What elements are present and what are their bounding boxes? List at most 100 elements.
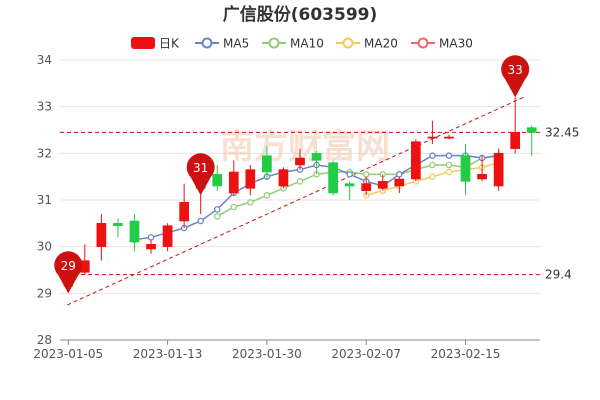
x-tick-label: 2023-01-13 — [133, 347, 203, 361]
candle-body — [245, 169, 256, 189]
candle-body — [129, 220, 140, 243]
ma5-point — [396, 171, 403, 178]
ma10-point — [213, 213, 221, 220]
candlesticks — [63, 97, 537, 291]
ma5-point — [429, 152, 436, 159]
candle — [228, 160, 239, 196]
ma10-point — [263, 192, 271, 199]
y-tick-label: 32 — [37, 146, 52, 160]
candle-body — [510, 132, 521, 149]
ma10-point — [429, 161, 436, 169]
candle — [477, 155, 487, 182]
marker-pin-label: 31 — [193, 161, 208, 175]
y-tick-label: 28 — [37, 333, 52, 347]
candle-body — [460, 155, 471, 182]
legend-label-ma30: MA30 — [439, 37, 473, 51]
marker-pin-shape — [54, 251, 83, 294]
candle-body — [295, 157, 305, 166]
candle-body — [179, 202, 189, 222]
candle — [262, 146, 272, 179]
x-tick-label: 2023-01-30 — [232, 347, 302, 361]
candle-body — [477, 174, 487, 180]
ma10-point — [296, 178, 304, 185]
ma20-point — [429, 173, 436, 180]
candle-body — [344, 183, 355, 187]
candle-body — [162, 225, 173, 247]
candle-body — [146, 244, 156, 250]
candle — [411, 139, 421, 182]
candle — [394, 176, 405, 193]
candle — [526, 125, 537, 156]
candle-body — [526, 127, 537, 133]
candle — [179, 183, 189, 228]
candle — [162, 223, 173, 252]
candle-body — [411, 141, 421, 180]
y-tick-label: 29 — [37, 286, 52, 300]
ma5-point — [213, 206, 221, 213]
legend-label-k: 日K — [159, 37, 180, 51]
legend-label-ma20: MA20 — [364, 37, 398, 51]
legend-marker-ma5 — [201, 37, 213, 49]
marker-pin: 31 — [186, 153, 215, 196]
x-tick-label: 2023-02-07 — [331, 347, 401, 361]
candle — [96, 214, 107, 261]
legend-label-ma10: MA10 — [290, 37, 324, 51]
candle — [146, 239, 156, 254]
ma10-point — [230, 203, 238, 211]
grid: 28 29 30 31 32 33 34 — [37, 53, 540, 347]
ma5-point — [445, 152, 453, 159]
marker-pin-label: 33 — [508, 63, 523, 77]
axes: 2023-01-05 2023-01-13 2023-01-30 2023-02-07… — [33, 339, 540, 361]
candle — [295, 148, 305, 170]
marker-pin: 33 — [501, 55, 530, 98]
candle-body — [394, 178, 405, 187]
reference-lines: 32.45 29.4 — [60, 125, 579, 282]
y-tick-label: 30 — [37, 240, 52, 254]
candle — [510, 97, 521, 154]
legend-marker-ma30 — [417, 37, 429, 49]
candle — [245, 165, 256, 196]
candle-body — [262, 155, 272, 173]
y-tick-label: 34 — [37, 53, 52, 67]
ma5-point — [346, 171, 353, 178]
candle — [79, 244, 90, 275]
ma5-point — [147, 234, 155, 241]
ma20-point — [445, 168, 453, 176]
legend-marker-ma10 — [268, 37, 280, 49]
candle-body — [113, 223, 123, 226]
x-tick-label: 2023-02-15 — [431, 347, 501, 361]
legend-swatch-k — [131, 37, 155, 49]
marker-pin-shape — [186, 153, 215, 196]
candle-body — [96, 223, 107, 247]
candle — [113, 218, 123, 238]
candle — [344, 181, 355, 200]
legend: 日K MA5 MA10 MA20 MA30 — [131, 37, 473, 51]
candle — [311, 151, 322, 175]
marker-pin-label: 29 — [61, 259, 76, 273]
candle-body — [493, 153, 504, 187]
candle — [278, 167, 289, 189]
ma5-point — [197, 217, 204, 225]
reference-line-label: 29.4 — [545, 268, 572, 282]
marker-pin: 29 — [54, 251, 83, 294]
candle-body — [444, 136, 454, 139]
y-tick-label: 31 — [37, 193, 52, 207]
candle — [328, 160, 338, 196]
candle — [444, 134, 454, 140]
candle — [377, 174, 388, 191]
x-tick-label: 2023-01-05 — [33, 347, 103, 361]
candle — [361, 176, 372, 196]
watermark-text: 南方财富网 — [220, 127, 390, 167]
candle — [129, 214, 140, 252]
candle-body — [427, 136, 438, 139]
chart-title: 广信股份(603599) — [223, 4, 378, 25]
legend-marker-ma20 — [342, 37, 354, 49]
ma10-point — [445, 161, 453, 169]
legend-label-ma5: MA5 — [223, 37, 249, 51]
candle — [460, 144, 471, 196]
price-markers: 29 31 33 — [54, 55, 530, 294]
candle — [493, 148, 504, 191]
ma10-point — [247, 199, 254, 206]
candle — [212, 165, 223, 191]
